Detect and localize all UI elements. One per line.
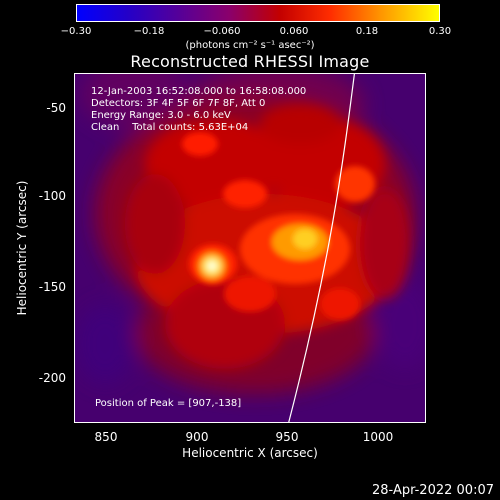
timestamp: 28-Apr-2022 00:07: [372, 483, 494, 498]
info-total-counts: Clean Total counts: 5.63E+04: [91, 122, 249, 133]
info-time-range: 12-Jan-2003 16:52:08.000 to 16:58:08.000: [91, 86, 307, 97]
solar-limb-line: [288, 74, 355, 422]
colorbar-units: (photons cm⁻² s⁻¹ asec⁻²): [185, 40, 315, 51]
x-tick-label: 950: [275, 430, 299, 444]
x-tick-label: 900: [185, 430, 209, 444]
flare-image: [75, 74, 425, 422]
colorbar-tick-label: −0.30: [60, 26, 92, 37]
colorbar-tick-label: 0.060: [279, 26, 309, 37]
colorbar: [76, 4, 440, 22]
emission-bright: [182, 132, 375, 320]
x-axis-label: Heliocentric X (arcsec): [182, 446, 318, 460]
x-tick-label: 1000: [362, 430, 394, 444]
plot-title: Reconstructed RHESSI Image: [130, 52, 370, 71]
y-tick-label: -100: [38, 189, 66, 203]
y-tick-label: -150: [38, 280, 66, 294]
colorbar-tick-label: 0.30: [428, 26, 452, 37]
info-detectors: Detectors: 3F 4F 5F 6F 7F 8F, Att 0: [91, 98, 266, 109]
y-axis-label: Heliocentric Y (arcsec): [15, 180, 29, 316]
image-plot-area: 12-Jan-2003 16:52:08.000 to 16:58:08.000…: [74, 73, 426, 423]
y-tick-label: -200: [38, 371, 66, 385]
y-tick-label: -50: [46, 101, 66, 115]
peak-position-label: Position of Peak = [907,-138]: [95, 398, 242, 409]
colorbar-tick-label: 0.18: [355, 26, 379, 37]
colorbar-tick-label: −0.18: [133, 26, 165, 37]
info-energy-range: Energy Range: 3.0 - 6.0 keV: [91, 110, 231, 121]
colorbar-tick-label: −0.060: [203, 26, 241, 37]
x-tick-label: 850: [94, 430, 118, 444]
peak-source: [196, 250, 228, 282]
